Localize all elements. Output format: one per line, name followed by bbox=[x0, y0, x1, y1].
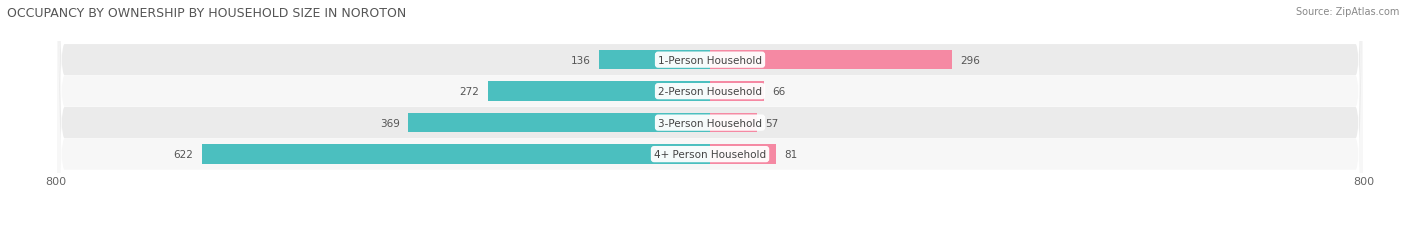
Text: 296: 296 bbox=[960, 55, 980, 65]
Text: 136: 136 bbox=[571, 55, 591, 65]
Bar bbox=[201, 145, 710, 164]
FancyBboxPatch shape bbox=[58, 0, 1362, 231]
Bar bbox=[710, 82, 763, 101]
Bar bbox=[488, 82, 710, 101]
Bar bbox=[710, 145, 776, 164]
Text: 3-Person Household: 3-Person Household bbox=[658, 118, 762, 128]
Text: OCCUPANCY BY OWNERSHIP BY HOUSEHOLD SIZE IN NOROTON: OCCUPANCY BY OWNERSHIP BY HOUSEHOLD SIZE… bbox=[7, 7, 406, 20]
Text: 1-Person Household: 1-Person Household bbox=[658, 55, 762, 65]
Bar bbox=[710, 51, 952, 70]
FancyBboxPatch shape bbox=[58, 0, 1362, 231]
Text: Source: ZipAtlas.com: Source: ZipAtlas.com bbox=[1295, 7, 1399, 17]
Text: 2-Person Household: 2-Person Household bbox=[658, 87, 762, 97]
Bar bbox=[599, 51, 710, 70]
Text: 66: 66 bbox=[772, 87, 786, 97]
Bar bbox=[710, 113, 756, 133]
Text: 4+ Person Household: 4+ Person Household bbox=[654, 149, 766, 159]
FancyBboxPatch shape bbox=[58, 0, 1362, 231]
Text: 369: 369 bbox=[381, 118, 401, 128]
Text: 57: 57 bbox=[765, 118, 778, 128]
Text: 272: 272 bbox=[460, 87, 479, 97]
Bar bbox=[409, 113, 710, 133]
FancyBboxPatch shape bbox=[58, 0, 1362, 231]
Text: 81: 81 bbox=[785, 149, 797, 159]
Text: 622: 622 bbox=[174, 149, 194, 159]
